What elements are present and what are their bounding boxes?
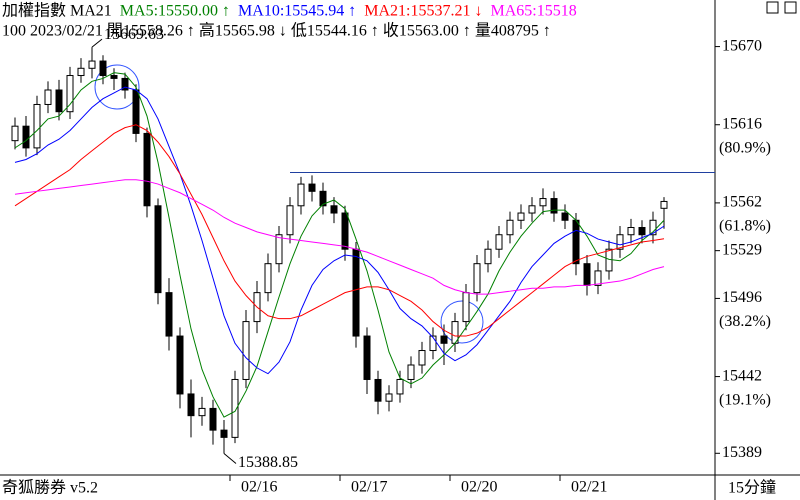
period: 15分鐘 xyxy=(728,479,776,497)
candle-body xyxy=(528,205,536,214)
x-tick-label: 02/20 xyxy=(461,479,497,496)
candle-body xyxy=(99,60,107,77)
candle-body xyxy=(539,198,547,207)
candle-body xyxy=(264,263,272,294)
y-tick-label: 15562 xyxy=(722,194,762,211)
y-tick-label: 15670 xyxy=(722,37,762,54)
window-button[interactable] xyxy=(784,1,797,14)
candle-body xyxy=(649,219,657,236)
annotation: 15388.85 xyxy=(238,454,298,471)
highlight-circle xyxy=(94,64,140,110)
ma-line xyxy=(14,124,665,337)
candle-body xyxy=(374,378,382,402)
candle-body xyxy=(66,75,74,113)
fib-label: (61.8%) xyxy=(719,218,771,235)
candle-body xyxy=(275,234,283,265)
candle-body xyxy=(154,205,162,294)
window-button[interactable] xyxy=(766,1,779,14)
candle-body xyxy=(143,132,151,207)
ma-line xyxy=(14,72,665,418)
candle-body xyxy=(121,77,129,91)
app-name: 奇狐勝券 v5.2 xyxy=(2,479,98,497)
candle-body xyxy=(330,205,338,214)
legend-entry: 加權指數 MA21 xyxy=(2,2,112,20)
candle-body xyxy=(176,335,184,395)
candle-body xyxy=(231,378,239,438)
candle-body xyxy=(396,378,404,395)
candle-body xyxy=(638,227,646,236)
candle-body xyxy=(572,219,580,265)
annotation: 15669.63 xyxy=(104,26,164,43)
candle-body xyxy=(132,89,140,134)
annotation-leader xyxy=(91,38,103,48)
candle-body xyxy=(660,200,668,209)
candle-body xyxy=(165,292,173,337)
candle-body xyxy=(297,183,305,207)
info-line: 100 2023/02/21 開15558.26 ↑ 高15565.98 ↓ 低… xyxy=(2,22,551,40)
candle-body xyxy=(363,335,371,380)
candle-body xyxy=(220,429,228,438)
candle-body xyxy=(242,321,250,380)
candle-body xyxy=(440,335,448,344)
candle-body xyxy=(583,263,591,286)
candle-body xyxy=(308,183,316,192)
candle-body xyxy=(429,335,437,352)
candle-body xyxy=(88,60,96,69)
candle-body xyxy=(22,125,30,149)
candle-body xyxy=(627,227,635,236)
candle-body xyxy=(198,407,206,417)
candle-body xyxy=(484,248,492,265)
candle-body xyxy=(110,75,118,79)
legend-entry: MA10:15545.94 ↑ xyxy=(238,3,356,20)
candle-body xyxy=(33,103,41,149)
candle-body xyxy=(44,89,52,105)
y-tick-label: 15616 xyxy=(722,115,762,132)
legend-entry: MA65:15518 xyxy=(491,3,577,20)
legend-entry: MA21:15537.21 ↓ xyxy=(364,3,482,20)
candle-body xyxy=(594,270,602,286)
candle-body xyxy=(319,190,327,207)
candle-body xyxy=(418,350,426,366)
candle-body xyxy=(77,67,85,77)
fib-label: (38.2%) xyxy=(719,313,771,330)
candle-body xyxy=(550,198,558,214)
candle-body xyxy=(209,407,217,431)
legend-entry: MA5:15550.00 ↑ xyxy=(120,3,230,20)
candle-body xyxy=(517,212,525,221)
candle-body xyxy=(187,393,195,417)
candle-body xyxy=(55,89,63,113)
y-tick-label: 15389 xyxy=(722,444,762,461)
candle-body xyxy=(352,248,360,337)
candle-body xyxy=(385,393,393,402)
candle-body xyxy=(462,292,470,323)
candle-body xyxy=(407,364,415,380)
candle-body xyxy=(506,219,514,236)
candle-body xyxy=(286,205,294,236)
y-tick-label: 15529 xyxy=(722,241,762,258)
x-tick-label: 02/21 xyxy=(571,479,607,496)
fib-label: (80.9%) xyxy=(719,139,771,156)
ma-line xyxy=(14,86,665,375)
candle-body xyxy=(341,212,349,250)
annotation-leader xyxy=(223,453,237,464)
x-tick-label: 02/16 xyxy=(241,479,277,496)
x-tick-label: 02/17 xyxy=(351,479,387,496)
candle-body xyxy=(561,212,569,221)
highlight-circle xyxy=(440,300,484,344)
candle-body xyxy=(11,125,19,142)
y-tick-label: 15496 xyxy=(722,289,762,306)
candle-body xyxy=(473,263,481,294)
y-tick-label: 15442 xyxy=(722,367,762,384)
fib-label: (19.1%) xyxy=(719,391,771,408)
candle-body xyxy=(495,234,503,250)
candle-body xyxy=(616,234,624,250)
ma-line xyxy=(14,179,665,295)
